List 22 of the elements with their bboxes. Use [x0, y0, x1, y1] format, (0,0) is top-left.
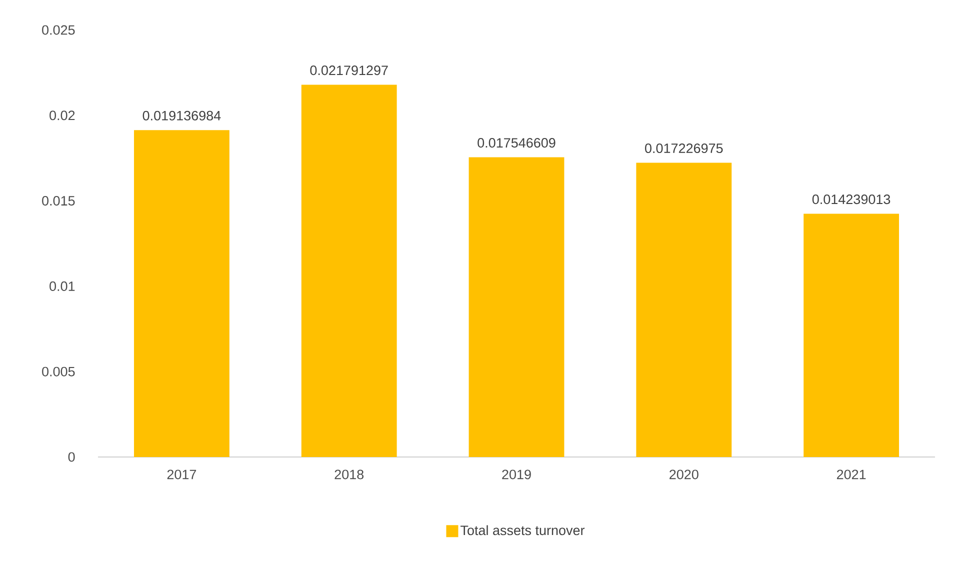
- bar: [468, 157, 564, 457]
- y-tick-label: 0: [68, 452, 75, 462]
- bar: [134, 130, 230, 457]
- y-tick-label: 0.01: [50, 281, 75, 291]
- data-label: 0.017226975: [645, 144, 723, 154]
- x-tick-label: 2021: [836, 470, 866, 480]
- data-label: 0.021791297: [310, 66, 388, 76]
- x-tick-label: 2020: [670, 470, 698, 480]
- data-label: 0.017546609: [478, 138, 556, 148]
- legend-label: Total assets turnover: [460, 525, 585, 536]
- x-tick-label: 2019: [502, 470, 531, 480]
- data-label: 0.019136984: [142, 110, 221, 120]
- x-tick-label: 2018: [334, 470, 364, 480]
- bar: [804, 214, 900, 457]
- bar: [636, 162, 732, 457]
- x-tick-label: 2017: [167, 470, 196, 480]
- y-tick-label: 0.015: [42, 196, 75, 206]
- bar: [301, 84, 397, 457]
- y-tick-label: 0.02: [50, 110, 75, 120]
- y-tick-label: 0.025: [42, 25, 75, 35]
- y-tick-label: 0.005: [42, 366, 75, 376]
- data-label: 0.014239013: [812, 194, 890, 204]
